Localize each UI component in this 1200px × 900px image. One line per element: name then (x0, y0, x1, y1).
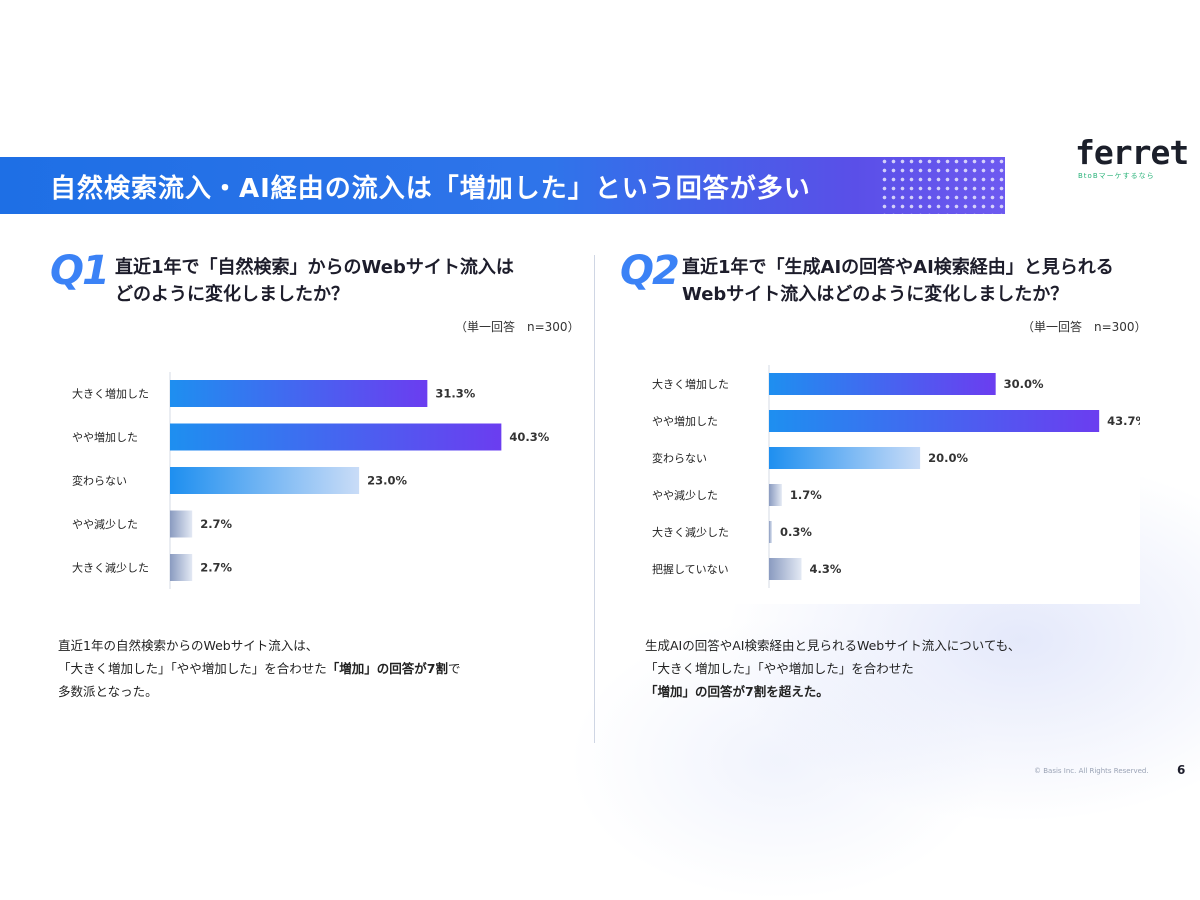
q1-question-line1: 直近1年で「自然検索」からのWebサイト流入は (115, 257, 514, 278)
q2-desc-line2: 「大きく増加した」「やや増加した」を合わせた (645, 661, 914, 676)
q2-value-label-3: 20.0% (928, 451, 968, 465)
q1-bar-4 (170, 510, 193, 538)
q2-category-label-3: 変わらない (652, 451, 707, 465)
slide-title: 自然検索流入・AI経由の流入は「増加した」という回答が多い (50, 174, 811, 204)
q1-bar-chart: 大きく増加した 31.3% やや増加した 40.3% 変わらない 23.0% やや減少した 2… (62, 360, 582, 600)
q2-question-line2: Webサイト流入はどのように変化しましたか？ (682, 284, 1069, 305)
q2-value-label-2: 43.7% (1107, 414, 1140, 428)
q2-bar-6 (769, 558, 802, 580)
q1-value-label-5: 2.7% (200, 561, 232, 575)
q2-desc-line3: 「増加」の回答が7割を超えた。 (645, 680, 1020, 703)
ferret-logo: ferret (1075, 133, 1189, 172)
q2-bar-5 (769, 521, 772, 543)
q2-description: 生成AIの回答やAI検索経由と見られるWebサイト流入についても、 「大きく増加… (645, 634, 1020, 703)
page-number: 6 (1177, 763, 1186, 777)
q2-category-label-2: やや増加した (652, 415, 718, 428)
banner-dot-pattern (880, 157, 1005, 214)
q2-bar-2 (769, 410, 1100, 432)
q2-desc-line3-post: を超えた。 (766, 684, 829, 699)
q2-category-label-4: やや減少した (652, 488, 718, 502)
q1-bar-2 (170, 423, 502, 451)
q2-category-label-6: 把握していない (652, 562, 729, 576)
q1-bar-3 (170, 467, 360, 494)
copyright: © Basis Inc. All Rights Reserved. (1034, 767, 1149, 775)
q1-bar-1 (170, 380, 428, 407)
logo-tagline: BtoBマーケするなら (1078, 172, 1155, 180)
q2-category-label-5: 大きく減少した (652, 525, 729, 539)
q1-value-label-3: 23.0% (367, 474, 407, 488)
q2-category-label-1: 大きく増加した (652, 377, 729, 391)
q2-sample-note: （単一回答 n=300） (1022, 320, 1147, 334)
q2-value-label-4: 1.7% (790, 488, 822, 502)
q2-value-label-1: 30.0% (1004, 377, 1044, 391)
q1-desc-line2: 「大きく増加した」「やや増加した」を合わせた「増加」の回答が7割で (58, 657, 460, 680)
q2-bar-4 (769, 484, 782, 506)
q1-question-line2: どのように変化しましたか？ (115, 284, 349, 305)
column-divider (594, 255, 595, 743)
q1-question: 直近1年で「自然検索」からのWebサイト流入は どのように変化しましたか？ (115, 254, 514, 308)
q1-sample-note: （単一回答 n=300） (455, 320, 580, 334)
q2-value-label-5: 0.3% (780, 525, 812, 539)
q1-desc-line2-pre: 「大きく増加した」「やや増加した」を合わせた (58, 661, 327, 676)
q1-value-label-2: 40.3% (509, 430, 549, 444)
q1-desc-line1: 直近1年の自然検索からのWebサイト流入は、 (58, 638, 319, 653)
q2-desc-line3-bold: 「増加」の回答が7割 (645, 684, 767, 699)
q1-desc-line3: 多数派となった。 (58, 684, 158, 699)
title-banner (0, 157, 1005, 214)
q1-category-label-4: やや減少した (72, 517, 138, 531)
q2-value-label-6: 4.3% (809, 562, 841, 576)
q1-desc-line2-bold: 「増加」の回答が7割 (326, 661, 448, 676)
q1-category-label-3: 変わらない (72, 474, 127, 488)
q2-number: Q2 (620, 248, 680, 294)
q2-desc-line1: 生成AIの回答やAI検索経由と見られるWebサイト流入についても、 (645, 638, 1021, 653)
q1-category-label-1: 大きく増加した (72, 387, 149, 401)
q2-question: 直近1年で「生成AIの回答やAI検索経由」と見られる Webサイト流入はどのよう… (682, 254, 1114, 308)
q2-bar-1 (769, 373, 996, 395)
q1-number: Q1 (50, 248, 110, 294)
q1-description: 直近1年の自然検索からのWebサイト流入は、 「大きく増加した」「やや増加した」… (58, 634, 460, 703)
q2-bar-chart: 大きく増加した 30.0% やや増加した 43.7% 変わらない 20.0% やや減少した 1… (634, 350, 1140, 604)
q1-value-label-4: 2.7% (200, 517, 232, 531)
q1-bar-5 (170, 554, 193, 581)
q1-category-label-5: 大きく減少した (72, 561, 149, 575)
q1-category-label-2: やや増加した (72, 431, 138, 444)
q2-question-line1: 直近1年で「生成AIの回答やAI検索経由」と見られる (682, 257, 1114, 278)
q1-desc-line2-post: で (447, 661, 461, 676)
q2-bar-3 (769, 447, 921, 469)
q1-value-label-1: 31.3% (435, 387, 475, 401)
